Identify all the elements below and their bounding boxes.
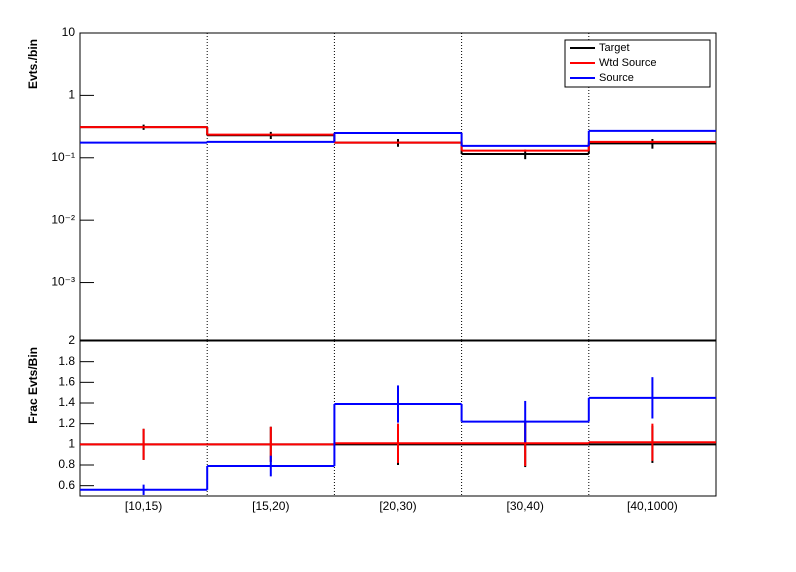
y-tick-label: 10⁻¹ bbox=[51, 150, 75, 164]
legend-label: Source bbox=[599, 72, 634, 84]
legend-label: Wtd Source bbox=[599, 57, 656, 69]
x-tick-label: [15,20) bbox=[252, 499, 289, 513]
y-tick-label: 0.6 bbox=[58, 478, 75, 492]
y-axis-title: Evts./bin bbox=[26, 39, 40, 89]
plot-frame bbox=[79, 32, 717, 341]
y-tick-label: 1.6 bbox=[58, 375, 75, 389]
y-tick-label: 10 bbox=[62, 25, 76, 39]
y-tick-label: 1.4 bbox=[58, 395, 75, 409]
x-tick-label: [10,15) bbox=[125, 499, 162, 513]
y-tick-label: 10⁻³ bbox=[51, 275, 75, 289]
x-tick-label: [20,30) bbox=[379, 499, 416, 513]
y-tick-label: 1.2 bbox=[58, 416, 75, 430]
y-axis-title: Frac Evts/Bin bbox=[26, 347, 40, 424]
y-tick-label: 1 bbox=[68, 88, 75, 102]
y-tick-label: 10⁻² bbox=[51, 212, 75, 226]
legend-label: Target bbox=[599, 42, 630, 54]
y-tick-label: 1 bbox=[68, 437, 75, 451]
x-tick-label: [30,40) bbox=[507, 499, 544, 513]
x-tick-label: [40,1000) bbox=[627, 499, 678, 513]
y-tick-label: 1.8 bbox=[58, 354, 75, 368]
plot-frame bbox=[79, 340, 717, 497]
y-tick-label: 0.8 bbox=[58, 457, 75, 471]
y-tick-label: 2 bbox=[68, 333, 75, 347]
